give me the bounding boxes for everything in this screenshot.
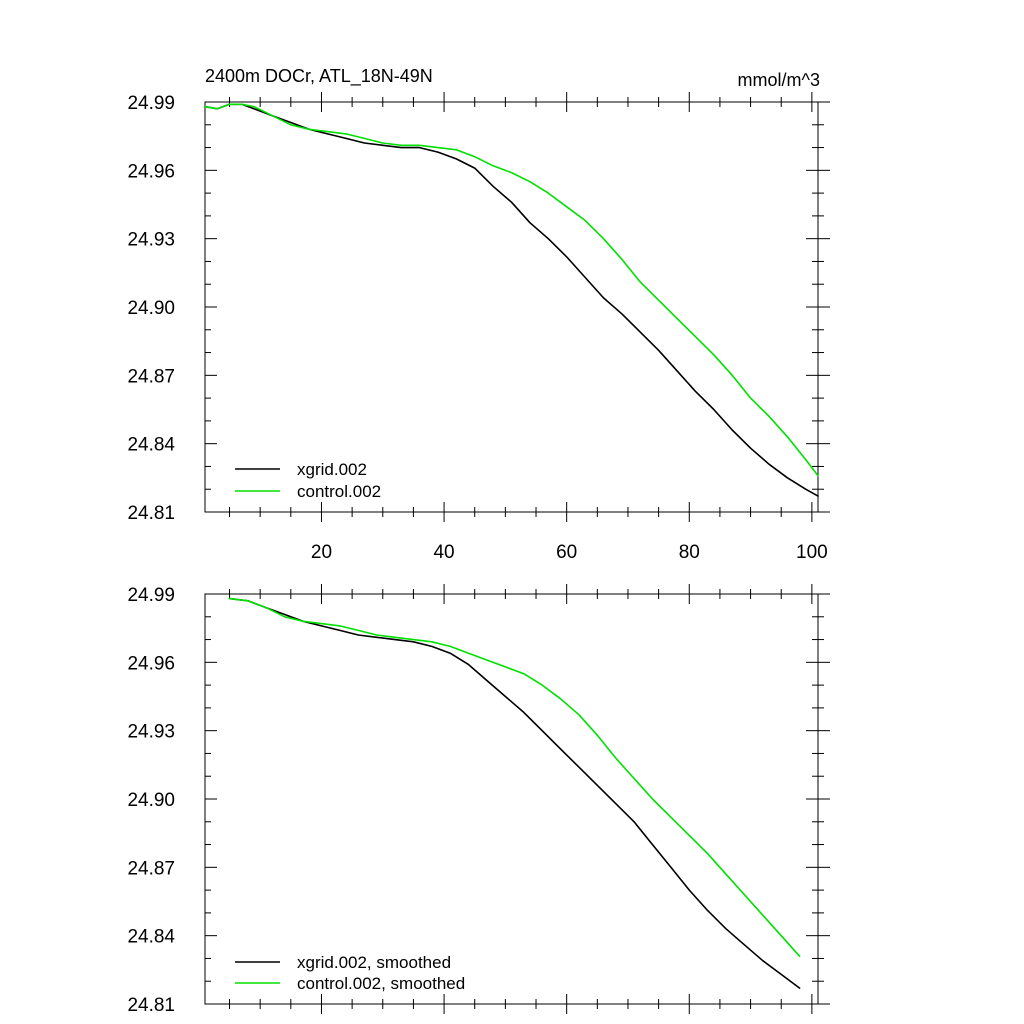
- top-panel-units: mmol/m^3: [738, 70, 820, 90]
- x-tick-label: 80: [679, 542, 700, 563]
- legend-label-xgrid: xgrid.002: [297, 460, 367, 479]
- bottom-plot-area: 24.99 24.96 24.93 24.90 24.87 24.84 24.81: [127, 584, 830, 1016]
- y-tick-label: 24.96: [127, 161, 175, 182]
- y-tick-label: 24.93: [127, 722, 175, 743]
- legend-label-control-smoothed: control.002, smoothed: [297, 974, 465, 993]
- y-tick-label: 24.81: [127, 503, 175, 524]
- bottom-panel: 24.99 24.96 24.93 24.90 24.87 24.84 24.81 xgri…: [127, 584, 830, 1016]
- top-panel-title: 2400m DOCr, ATL_18N-49N: [205, 66, 433, 87]
- x-tick-label: 100: [796, 542, 828, 563]
- y-tick-label: 24.96: [127, 653, 175, 674]
- plot-frame: [204, 101, 819, 513]
- y-tick-label: 24.87: [127, 366, 175, 387]
- legend-label-control: control.002: [297, 482, 381, 501]
- x-tick-label: 20: [311, 542, 332, 563]
- y-tick-label: 24.81: [127, 995, 175, 1016]
- series-line-control: [228, 597, 801, 958]
- series-line-xgrid: [204, 103, 819, 497]
- bottom-legend: xgrid.002, smoothed control.002, smoothe…: [235, 953, 465, 993]
- y-tick-label: 24.90: [127, 790, 175, 811]
- series-line-control: [204, 103, 819, 477]
- y-tick-label: 24.84: [127, 435, 175, 456]
- x-tick-label: 60: [556, 542, 577, 563]
- y-tick-label: 24.87: [127, 858, 175, 879]
- y-tick-label: 24.90: [127, 298, 175, 319]
- top-legend: xgrid.002 control.002: [235, 460, 381, 501]
- x-tick-label: 40: [433, 542, 454, 563]
- y-tick-label: 24.99: [127, 585, 175, 606]
- y-tick-label: 24.93: [127, 230, 175, 251]
- legend-label-xgrid-smoothed: xgrid.002, smoothed: [297, 953, 451, 972]
- top-plot-area: 20 40 60 80 100 24.99 24.96 24.93 24.90 24.87 24.8…: [127, 92, 830, 563]
- y-tick-label: 24.99: [127, 93, 175, 114]
- top-panel: 2400m DOCr, ATL_18N-49N mmol/m^3 20 40 60 8…: [127, 66, 830, 563]
- series-line-xgrid: [228, 597, 801, 989]
- plot-frame: [204, 593, 819, 1005]
- y-tick-label: 24.84: [127, 927, 175, 948]
